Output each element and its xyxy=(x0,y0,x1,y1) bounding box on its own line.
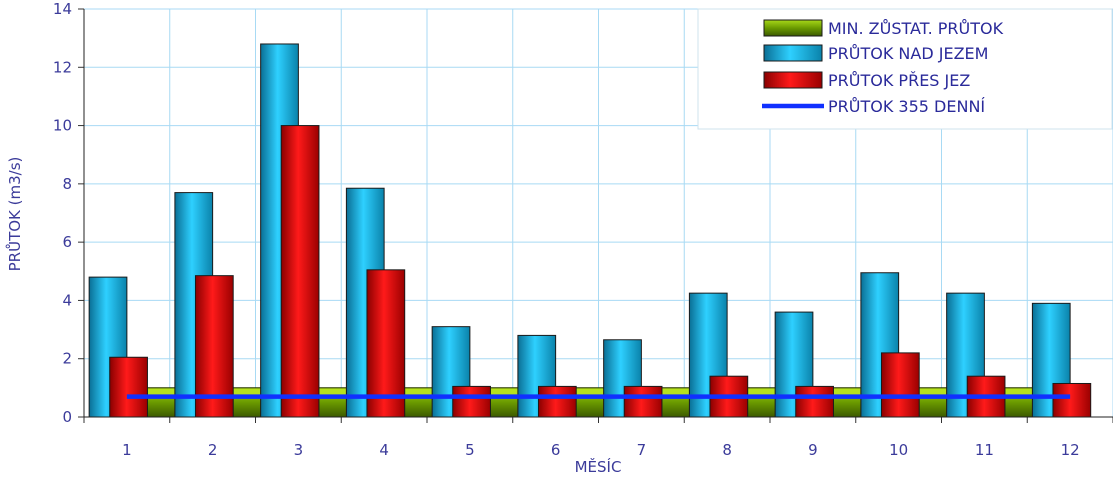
y-tick-label: 0 xyxy=(62,408,72,426)
legend-label: MIN. ZŮSTAT. PRŮTOK xyxy=(828,19,1004,38)
bars xyxy=(88,43,1092,418)
x-tick-label: 12 xyxy=(1061,441,1080,459)
legend-swatch xyxy=(763,19,823,37)
bar-prutok-pres-jez xyxy=(109,356,148,418)
legend-label: PRŮTOK PŘES JEZ xyxy=(828,71,970,90)
bar-prutok-pres-jez xyxy=(795,385,834,418)
x-tick-label: 4 xyxy=(379,441,389,459)
x-axis-label: MĚSÍC xyxy=(575,457,622,476)
bar-prutok-pres-jez xyxy=(623,385,663,418)
bar-prutok-pres-jez xyxy=(1052,382,1092,418)
y-tick-label: 8 xyxy=(62,175,72,193)
x-tick-label: 11 xyxy=(975,441,994,459)
bar-prutok-pres-jez xyxy=(537,385,577,418)
x-tick-label: 2 xyxy=(208,441,218,459)
x-tick-label: 5 xyxy=(465,441,475,459)
bar-prutok-pres-jez xyxy=(194,275,234,418)
legend: MIN. ZŮSTAT. PRŮTOK PRŮTOK NAD JEZEM PRŮTO… xyxy=(697,8,1113,130)
x-tick-label: 10 xyxy=(889,441,908,459)
y-tick-label: 2 xyxy=(62,350,72,368)
x-tick-label: 7 xyxy=(637,441,647,459)
x-tick-label: 6 xyxy=(551,441,561,459)
x-tick-label: 9 xyxy=(808,441,818,459)
legend-swatch xyxy=(763,44,823,62)
x-tick-label: 3 xyxy=(294,441,304,459)
y-tick-label: 14 xyxy=(53,0,72,18)
bar-prutok-pres-jez xyxy=(880,352,920,418)
legend-swatch xyxy=(763,71,823,89)
y-axis-label: PRŮTOK (m3/s) xyxy=(5,157,24,272)
x-tick-label: 1 xyxy=(122,441,132,459)
x-tick-label: 8 xyxy=(722,441,732,459)
y-tick-label: 6 xyxy=(62,233,72,251)
bar-prutok-pres-jez xyxy=(452,385,491,418)
grid-lines xyxy=(84,8,1113,417)
bar-prutok-pres-jez xyxy=(366,269,406,418)
y-tick-label: 10 xyxy=(53,117,72,135)
legend-label: PRŮTOK 355 DENNÍ xyxy=(828,97,985,116)
bar-prutok-pres-jez xyxy=(280,125,320,418)
legend-label: PRŮTOK NAD JEZEM xyxy=(828,44,988,63)
y-tick-label: 4 xyxy=(62,291,72,309)
y-tick-label: 12 xyxy=(53,58,72,76)
